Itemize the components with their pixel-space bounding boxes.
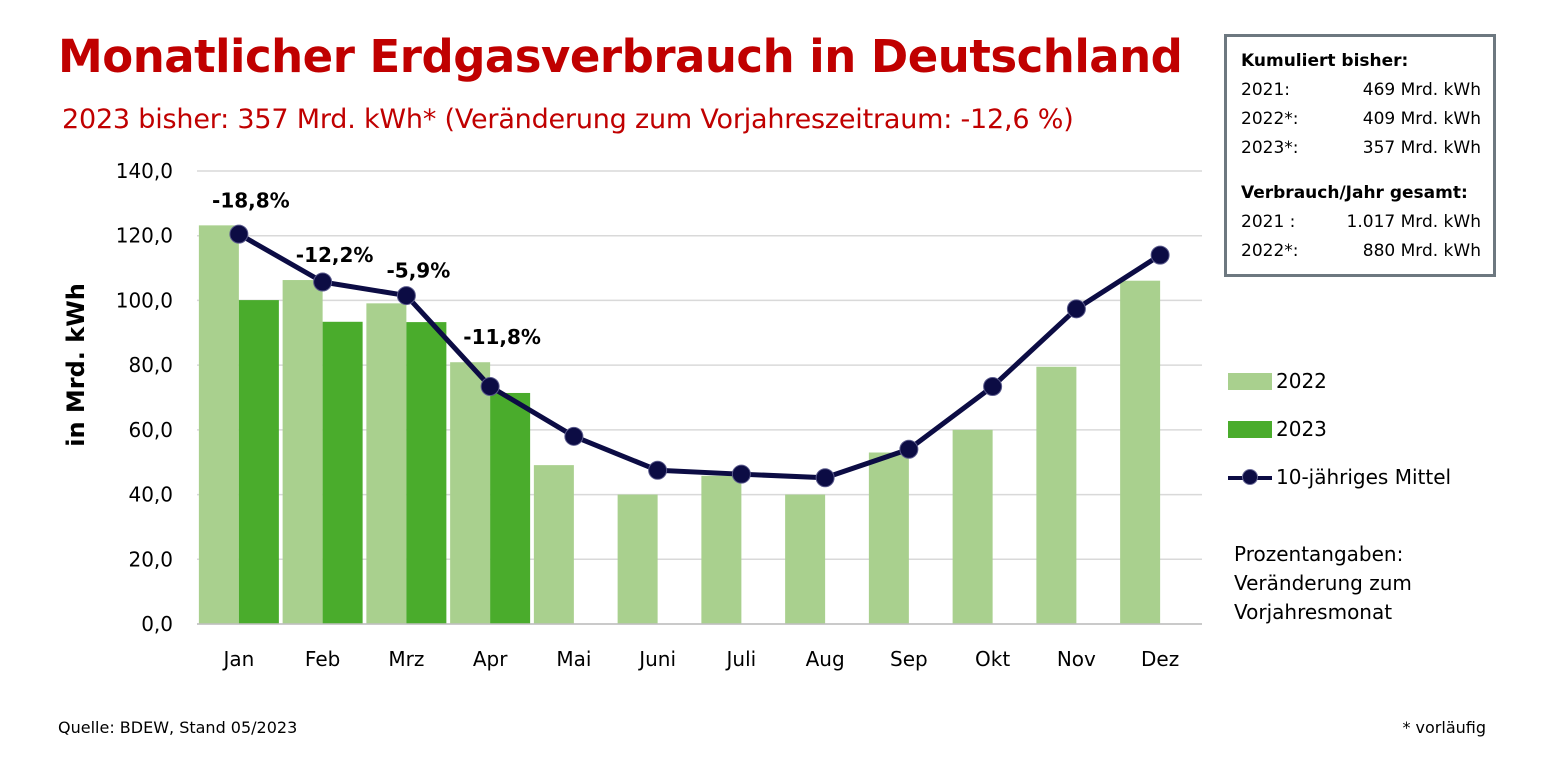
- change-annotation: -5,9%: [386, 259, 450, 283]
- mean-series-line: [237, 231, 1162, 481]
- legend-swatch-2023: [1228, 420, 1272, 438]
- mean-point: [983, 376, 1003, 396]
- bar-2023: [490, 392, 531, 624]
- y-tick-label: 80,0: [128, 353, 173, 377]
- annual-heading: Verbrauch/Jahr gesamt:: [1241, 183, 1468, 203]
- x-tick-label: Juni: [637, 647, 676, 671]
- bar-2022: [1120, 280, 1161, 624]
- legend-item-mean: 10-jähriges Mittel: [1228, 465, 1451, 489]
- mean-point: [1150, 245, 1170, 265]
- legend-line-marker-icon: [1228, 468, 1272, 486]
- cumulative-row: 2021: 469 Mrd. kWh: [1241, 76, 1481, 105]
- bar-2022: [617, 494, 658, 624]
- annual-row: 2022*: 880 Mrd. kWh: [1241, 237, 1481, 266]
- bar-2022: [366, 303, 407, 624]
- cumulative-label: 2022*:: [1241, 109, 1299, 129]
- y-tick-label: 0,0: [141, 612, 173, 636]
- mean-point: [396, 286, 416, 306]
- x-tick-label: Feb: [305, 647, 340, 671]
- bar-2023: [322, 321, 363, 624]
- y-tick-label: 20,0: [128, 547, 173, 571]
- annual-value: 880 Mrd. kWh: [1362, 241, 1481, 261]
- mean-point: [480, 376, 500, 396]
- cumulative-row: 2023*: 357 Mrd. kWh: [1241, 134, 1481, 163]
- footnote: * vorläufig: [1402, 718, 1486, 737]
- bar-2023: [406, 322, 447, 624]
- bar-2022: [198, 225, 239, 625]
- percentage-note: Prozentangaben: Veränderung zum Vorjahre…: [1234, 540, 1412, 627]
- x-tick-label: Dez: [1141, 647, 1179, 671]
- mean-point: [815, 468, 835, 488]
- bar-2022: [282, 280, 323, 624]
- bar-2022: [952, 429, 993, 624]
- cumulative-label: 2021:: [1241, 80, 1290, 100]
- note-line: Vorjahresmonat: [1234, 600, 1393, 624]
- y-tick-label: 120,0: [116, 224, 173, 248]
- y-tick-label: 100,0: [116, 288, 173, 312]
- bar-2022: [785, 494, 826, 624]
- chart-title: Monatlicher Erdgasverbrauch in Deutschla…: [58, 30, 1183, 83]
- y-axis-label: in Mrd. kWh: [62, 283, 90, 447]
- legend-item-2022: 2022: [1228, 369, 1327, 393]
- legend-label-mean: 10-jähriges Mittel: [1276, 465, 1452, 489]
- mean-point: [1066, 299, 1086, 319]
- annual-value: 1.017 Mrd. kWh: [1346, 212, 1481, 232]
- mean-point: [229, 224, 249, 244]
- note-line: Veränderung zum: [1234, 571, 1412, 595]
- mean-point: [313, 272, 333, 292]
- bar-2022: [868, 452, 909, 624]
- x-tick-label: Apr: [473, 647, 508, 671]
- cumulative-row: 2022*: 409 Mrd. kWh: [1241, 105, 1481, 134]
- change-annotation: -18,8%: [212, 188, 290, 212]
- x-tick-label: Sep: [890, 647, 928, 671]
- mean-point: [564, 426, 584, 446]
- chart-subtitle: 2023 bisher: 357 Mrd. kWh* (Veränderung …: [62, 104, 1074, 135]
- cumulative-heading: Kumuliert bisher:: [1241, 51, 1409, 71]
- bar-2022: [1036, 366, 1077, 624]
- x-tick-label: Mai: [556, 647, 591, 671]
- change-annotation: -12,2%: [296, 243, 374, 267]
- y-tick-label: 40,0: [128, 483, 173, 507]
- cumulative-value: 469 Mrd. kWh: [1362, 80, 1481, 100]
- bar-2023: [238, 300, 279, 624]
- legend-item-2023: 2023: [1228, 417, 1327, 441]
- legend-label-2022: 2022: [1276, 369, 1327, 393]
- bar-2022: [450, 362, 491, 624]
- bar-2022: [533, 465, 574, 624]
- legend-swatch-2022: [1228, 372, 1272, 390]
- bar-2022: [701, 475, 742, 624]
- cumulative-label: 2023*:: [1241, 138, 1299, 158]
- x-tick-label: Aug: [806, 647, 845, 671]
- mean-point: [731, 464, 751, 484]
- change-annotation: -11,8%: [463, 325, 541, 349]
- x-tick-label: Okt: [975, 647, 1010, 671]
- mean-point: [899, 439, 919, 459]
- x-tick-label: Juli: [725, 647, 757, 671]
- annual-label: 2022*:: [1241, 241, 1299, 261]
- legend-label-2023: 2023: [1276, 417, 1327, 441]
- cumulative-value: 357 Mrd. kWh: [1362, 138, 1481, 158]
- y-tick-label: 140,0: [116, 159, 173, 183]
- annual-row: 2021 : 1.017 Mrd. kWh: [1241, 208, 1481, 237]
- cumulative-value: 409 Mrd. kWh: [1362, 109, 1481, 129]
- x-tick-label: Mrz: [388, 647, 424, 671]
- x-tick-label: Jan: [221, 647, 254, 671]
- annual-label: 2021 :: [1241, 212, 1296, 232]
- y-tick-label: 60,0: [128, 418, 173, 442]
- source-note: Quelle: BDEW, Stand 05/2023: [58, 718, 298, 737]
- note-line: Prozentangaben:: [1234, 542, 1404, 566]
- mean-point: [648, 460, 668, 480]
- x-tick-label: Nov: [1057, 647, 1096, 671]
- summary-box: Kumuliert bisher: 2021: 469 Mrd. kWh 202…: [1224, 34, 1496, 277]
